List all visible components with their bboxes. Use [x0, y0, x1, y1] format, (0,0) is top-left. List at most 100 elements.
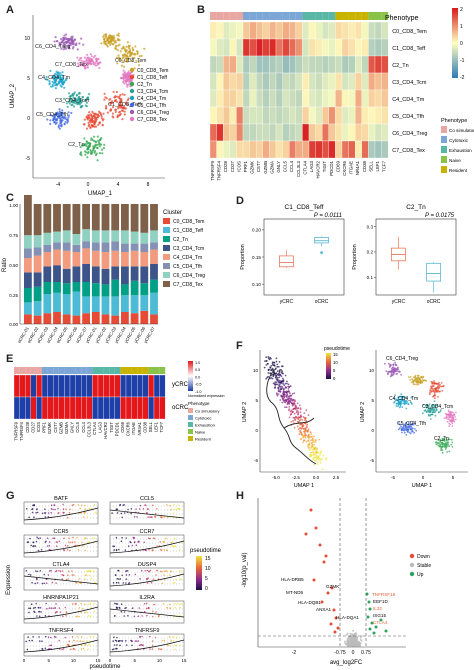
volcano-point-up	[368, 607, 372, 611]
trajectory-cluster-point	[401, 396, 403, 399]
umap-point	[109, 40, 112, 43]
trajectory-cluster-point	[420, 375, 423, 378]
trajectory-cluster-point	[411, 402, 413, 405]
trajectory-point	[279, 385, 282, 388]
trajectory-cluster-point	[396, 370, 399, 372]
gene-panel-point	[32, 541, 34, 544]
heatmap-e-row-ycrc: yCRC	[172, 382, 189, 388]
heatmap-gene-label: GZMB	[263, 161, 268, 174]
gene-panel-point	[176, 602, 179, 605]
volcano-point-stable	[350, 641, 353, 644]
heatmap-cell	[242, 89, 250, 108]
heatmap-e-cell	[47, 396, 54, 420]
trajectory-point	[276, 376, 279, 379]
heatmap-cell	[361, 140, 369, 159]
stacked-bar-segment	[82, 229, 90, 242]
trajectory-cluster-point	[399, 402, 401, 405]
trajectory-cluster-point	[397, 399, 399, 402]
gene-panel-point	[138, 636, 141, 638]
umap-point	[95, 57, 98, 61]
gene-panel-point	[87, 648, 89, 650]
umap-point	[59, 79, 62, 83]
umap-a-legend-label: C1_CD8_Teff	[137, 75, 168, 81]
gene-panel-point	[156, 507, 158, 510]
heatmap-cell	[355, 55, 362, 74]
trajectory-point	[271, 367, 274, 370]
volcano-point-up	[372, 631, 376, 635]
trajectory-point	[276, 365, 279, 368]
umap-point	[69, 97, 73, 100]
umap-point	[92, 56, 95, 59]
trajectory-cluster-point	[427, 413, 430, 416]
heatmap-cell	[335, 21, 343, 40]
heatmap-e-row-ocrc: oCRC	[172, 405, 189, 411]
heatmap-cell	[249, 21, 257, 40]
umap-point	[91, 124, 94, 127]
heatmap-cell	[236, 38, 244, 57]
gene-panel-point	[27, 636, 30, 638]
stacked-bar-segment	[43, 204, 52, 233]
heatmap-cell	[348, 72, 356, 91]
gene-panel-point	[179, 548, 181, 551]
gene-panel-point	[44, 541, 47, 543]
umap-point	[77, 62, 80, 65]
umap-point	[64, 116, 67, 119]
umap-point	[58, 108, 61, 111]
umap-point	[121, 118, 124, 121]
umap-point	[122, 79, 126, 82]
umap-point	[86, 148, 89, 151]
trajectory-point	[282, 393, 285, 396]
trajectory-cluster-point	[446, 416, 449, 418]
trajectory-cluster-point	[397, 428, 400, 431]
umap-point	[125, 102, 128, 105]
trajectory-cluster-point	[445, 416, 448, 418]
gene-panel-point	[166, 570, 168, 573]
gene-panel-point	[154, 636, 157, 639]
trajectory-point	[299, 430, 301, 433]
trajectory-cluster-point	[389, 363, 392, 366]
gene-panel-point	[126, 570, 129, 572]
gene-panel-point	[125, 606, 127, 609]
umap-point	[71, 40, 74, 43]
trajectory-point	[287, 395, 290, 398]
trajectory-cluster-point	[425, 406, 428, 409]
gene-panel-point	[53, 504, 56, 506]
umap-point	[108, 98, 111, 101]
heatmap-e-gene-label: NR4A1	[137, 421, 142, 435]
heatmap-cell	[315, 55, 323, 74]
heatmap-e-cell	[13, 374, 20, 398]
trajectory-cluster-point	[411, 430, 414, 433]
gene-panel-point	[58, 607, 61, 609]
heatmap-e-phenotype-cell	[148, 367, 154, 374]
heatmap-cell	[269, 123, 277, 142]
trajectory-point	[299, 438, 302, 441]
gene-panel-point	[78, 578, 81, 580]
heatmap-e-phenotype-cell	[30, 367, 37, 374]
trajectory-point	[285, 392, 288, 394]
umap-point	[55, 119, 58, 122]
heatmap-e-cell	[109, 396, 115, 420]
umap-a-legend: C0_CD8_TemC1_CD8_TeffC2_TnC3_CD4_TcmC4_C…	[129, 67, 169, 123]
volcano-point-stable	[352, 637, 355, 640]
gene-panel-point	[146, 614, 148, 617]
umap-point	[53, 121, 56, 124]
umap-point	[103, 92, 106, 95]
gene-panel-point	[180, 570, 183, 572]
trajectory-point	[282, 372, 284, 375]
volcano-legend-label: Stable	[417, 563, 431, 569]
trajectory-point	[269, 356, 272, 359]
heatmap-cell	[355, 21, 362, 40]
umap-point	[88, 57, 91, 60]
umap-point	[63, 86, 66, 89]
trajectory-cluster-point	[389, 370, 391, 373]
trajectory-cluster-point	[439, 441, 442, 443]
heatmap-e-cell	[103, 396, 110, 420]
umap-point	[124, 76, 127, 79]
heatmap-cell	[368, 123, 376, 142]
heatmap-e-cell	[120, 374, 127, 398]
heatmap-cell	[295, 38, 303, 57]
heatmap-gene-label: CTLA4	[302, 160, 307, 174]
trajectory-point	[309, 435, 312, 438]
gene-panel-point	[41, 640, 43, 642]
